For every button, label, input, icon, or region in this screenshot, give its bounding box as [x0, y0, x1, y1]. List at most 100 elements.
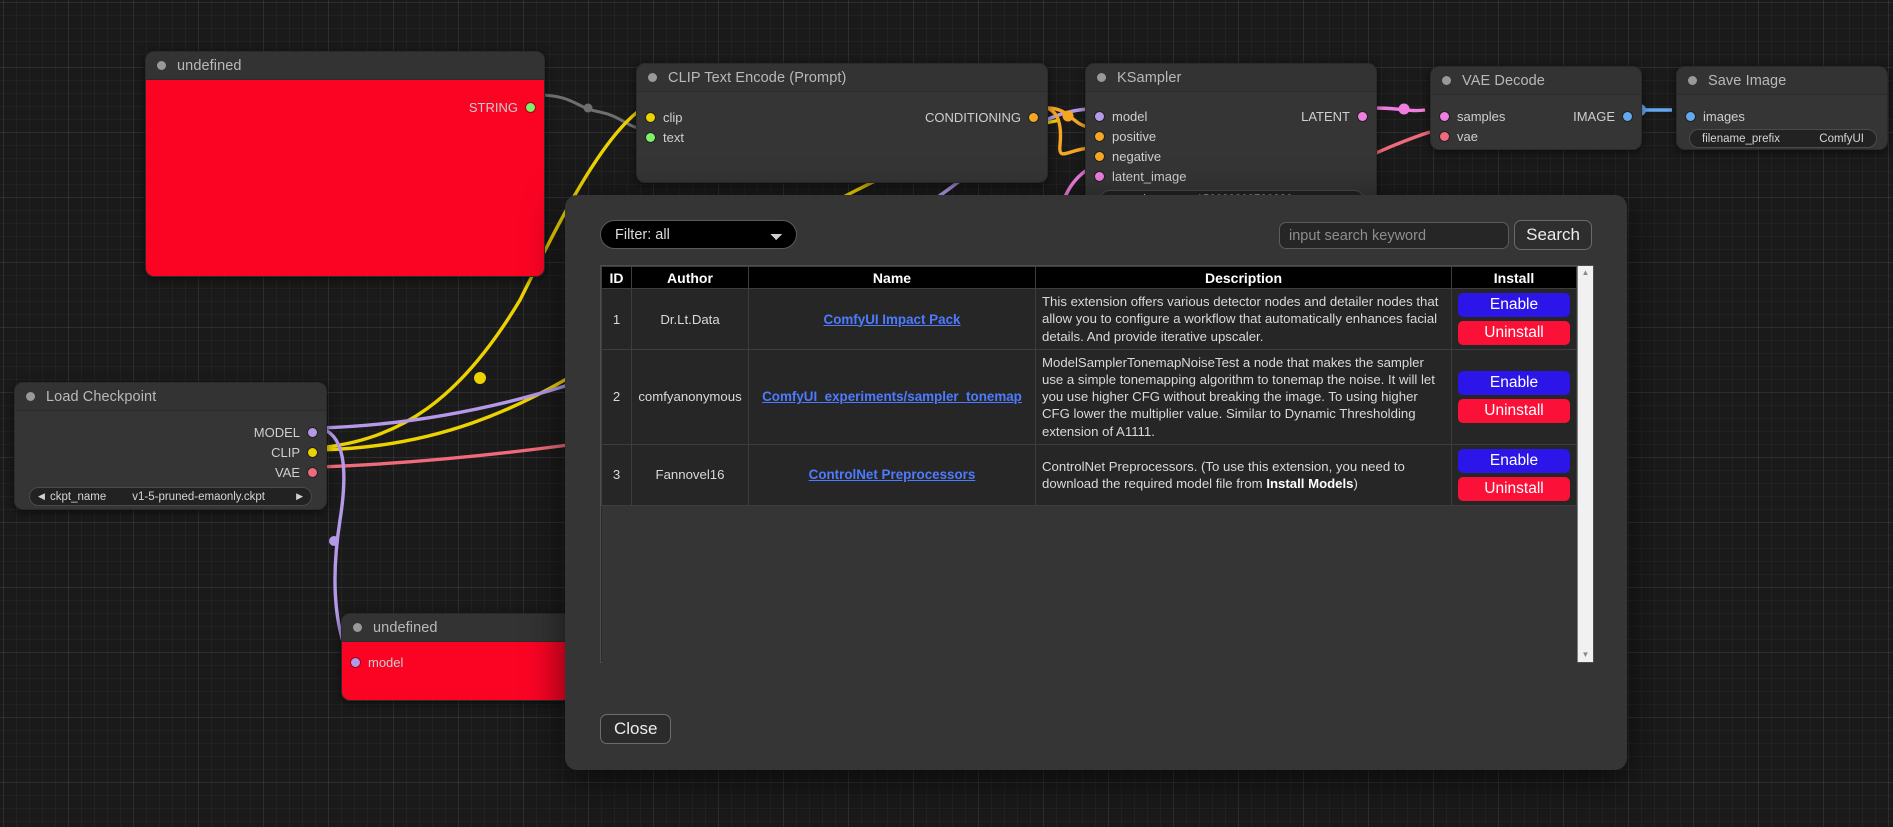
- node-title-bar[interactable]: undefined: [146, 52, 544, 80]
- node-save-image[interactable]: Save Image images filename_prefix ComfyU…: [1676, 66, 1888, 150]
- extension-link[interactable]: ControlNet Preprocessors: [808, 467, 976, 483]
- node-title-bar[interactable]: undefined: [342, 614, 570, 642]
- ckpt-next-arrow-icon[interactable]: ▶: [296, 491, 303, 501]
- widget-filename-prefix-label: filename_prefix: [1702, 132, 1780, 145]
- input-pin-clip[interactable]: [646, 113, 655, 122]
- column-header-name: Name: [748, 266, 1036, 289]
- node-vae-decode[interactable]: VAE Decode samples vae IMAGE: [1430, 66, 1642, 150]
- widget-filename-prefix[interactable]: filename_prefix ComfyUI: [1689, 129, 1877, 148]
- close-button[interactable]: Close: [600, 714, 672, 744]
- collapse-dot-icon[interactable]: [1097, 73, 1106, 82]
- cell-author: comfyanonymous: [631, 349, 749, 445]
- input-slot-latent-image[interactable]: latent_image: [1095, 169, 1186, 184]
- table-empty-space: [601, 505, 1577, 681]
- input-slot-text[interactable]: text: [646, 130, 684, 145]
- input-slot-positive[interactable]: positive: [1095, 129, 1156, 144]
- input-pin-text[interactable]: [646, 133, 655, 142]
- node-load-checkpoint[interactable]: Load Checkpoint MODEL CLIP VAE ◀ ckpt_na…: [14, 382, 327, 510]
- search-input[interactable]: [1279, 222, 1509, 249]
- input-pin-model[interactable]: [1095, 112, 1104, 121]
- scroll-up-arrow-icon[interactable]: ▲: [1581, 268, 1590, 277]
- node-undefined-model[interactable]: undefined model: [341, 613, 571, 701]
- node-body: images filename_prefix ComfyUI: [1677, 95, 1887, 149]
- input-pin-positive[interactable]: [1095, 132, 1104, 141]
- cell-install: Enable Uninstall: [1451, 288, 1577, 350]
- output-slot-model[interactable]: MODEL: [254, 425, 317, 440]
- cell-description: ModelSamplerTonemapNoiseTest a node that…: [1035, 349, 1452, 445]
- output-slot-conditioning[interactable]: CONDITIONING: [925, 110, 1038, 125]
- output-slot-vae[interactable]: VAE: [275, 465, 317, 480]
- collapse-dot-icon[interactable]: [353, 623, 362, 632]
- input-slot-images[interactable]: images: [1686, 109, 1745, 124]
- output-slot-clip[interactable]: CLIP: [271, 445, 317, 460]
- collapse-dot-icon[interactable]: [157, 61, 166, 70]
- uninstall-button[interactable]: Uninstall: [1458, 398, 1570, 423]
- cell-install: Enable Uninstall: [1451, 349, 1577, 445]
- node-body: clip text CONDITIONING: [637, 92, 1047, 182]
- collapse-dot-icon[interactable]: [648, 73, 657, 82]
- node-clip-text-encode[interactable]: CLIP Text Encode (Prompt) clip text COND…: [636, 63, 1048, 183]
- uninstall-button[interactable]: Uninstall: [1458, 321, 1570, 345]
- output-label: CLIP: [271, 445, 300, 460]
- input-pin-images[interactable]: [1686, 112, 1695, 121]
- output-pin-model[interactable]: [308, 428, 317, 437]
- widget-filename-prefix-value[interactable]: ComfyUI: [1819, 132, 1864, 145]
- node-title-bar[interactable]: Save Image: [1677, 67, 1887, 95]
- input-slot-samples[interactable]: samples: [1440, 109, 1505, 124]
- filter-select[interactable]: Filter: allFilter: installedFilter: not-…: [600, 220, 797, 249]
- input-pin-samples[interactable]: [1440, 112, 1449, 121]
- enable-button[interactable]: Enable: [1458, 370, 1570, 395]
- extension-link[interactable]: ComfyUI Impact Pack: [823, 311, 961, 327]
- node-title-bar[interactable]: VAE Decode: [1431, 67, 1641, 95]
- table-scrollbar[interactable]: ▲ ▼: [1577, 266, 1593, 662]
- search-button[interactable]: Search: [1514, 220, 1592, 250]
- enable-button[interactable]: Enable: [1458, 293, 1570, 317]
- extension-table: ID Author Name Description Install 1 Dr.L…: [601, 266, 1577, 681]
- output-pin-string[interactable]: [526, 103, 535, 112]
- output-pin-conditioning[interactable]: [1029, 113, 1038, 122]
- cell-name: ComfyUI Impact Pack: [748, 288, 1036, 350]
- cell-description: This extension offers various detector n…: [1035, 288, 1452, 350]
- cell-description: ControlNet Preprocessors. (To use this e…: [1035, 443, 1452, 506]
- output-label: MODEL: [253, 425, 300, 440]
- input-pin-vae[interactable]: [1440, 132, 1449, 141]
- node-undefined-string[interactable]: undefined STRING: [145, 51, 545, 277]
- input-slot-clip[interactable]: clip: [646, 110, 683, 125]
- enable-button[interactable]: Enable: [1458, 448, 1570, 473]
- output-slot-string[interactable]: STRING: [469, 100, 535, 115]
- input-slot-negative[interactable]: negative: [1095, 149, 1161, 164]
- node-body: samples vae IMAGE: [1431, 95, 1641, 149]
- output-pin-latent[interactable]: [1358, 112, 1367, 121]
- node-title-bar[interactable]: CLIP Text Encode (Prompt): [637, 64, 1047, 92]
- input-slot-vae[interactable]: vae: [1440, 129, 1478, 144]
- node-title-bar[interactable]: Load Checkpoint: [15, 383, 326, 411]
- output-slot-image[interactable]: IMAGE: [1573, 109, 1632, 124]
- widget-ckpt-name[interactable]: ◀ ckpt_name v1-5-pruned-emaonly.ckpt ▶: [29, 487, 312, 506]
- output-pin-image[interactable]: [1623, 112, 1632, 121]
- scroll-down-arrow-icon[interactable]: ▼: [1581, 650, 1590, 659]
- input-slot-model[interactable]: model: [351, 655, 403, 670]
- cell-id: 1: [601, 288, 632, 350]
- extension-table-container: ID Author Name Description Install 1 Dr.L…: [600, 265, 1594, 681]
- uninstall-button[interactable]: Uninstall: [1458, 476, 1570, 501]
- collapse-dot-icon[interactable]: [1442, 76, 1451, 85]
- input-pin-negative[interactable]: [1095, 152, 1104, 161]
- input-slot-model[interactable]: model: [1095, 109, 1147, 124]
- input-pin-model[interactable]: [351, 658, 360, 667]
- output-pin-clip[interactable]: [308, 448, 317, 457]
- extension-manager-dialog: Filter: allFilter: installedFilter: not-…: [565, 195, 1627, 770]
- extension-link[interactable]: ComfyUI_experiments/sampler_tonemap: [762, 389, 1022, 405]
- node-ksampler[interactable]: KSampler model positive negative latent_…: [1085, 63, 1377, 213]
- collapse-dot-icon[interactable]: [1688, 76, 1697, 85]
- column-header-description: Description: [1035, 266, 1452, 289]
- collapse-dot-icon[interactable]: [26, 392, 35, 401]
- output-pin-vae[interactable]: [308, 468, 317, 477]
- widget-ckpt-label: ckpt_name: [50, 490, 107, 503]
- widget-ckpt-value[interactable]: v1-5-pruned-emaonly.ckpt: [132, 490, 265, 503]
- node-title-bar[interactable]: KSampler: [1086, 64, 1376, 92]
- input-pin-latent-image[interactable]: [1095, 172, 1104, 181]
- cell-name: ComfyUI_experiments/sampler_tonemap: [748, 349, 1036, 445]
- description-text: ControlNet Preprocessors. (To use this e…: [1042, 458, 1405, 491]
- output-slot-latent[interactable]: LATENT: [1301, 109, 1367, 124]
- ckpt-prev-arrow-icon[interactable]: ◀: [38, 491, 45, 501]
